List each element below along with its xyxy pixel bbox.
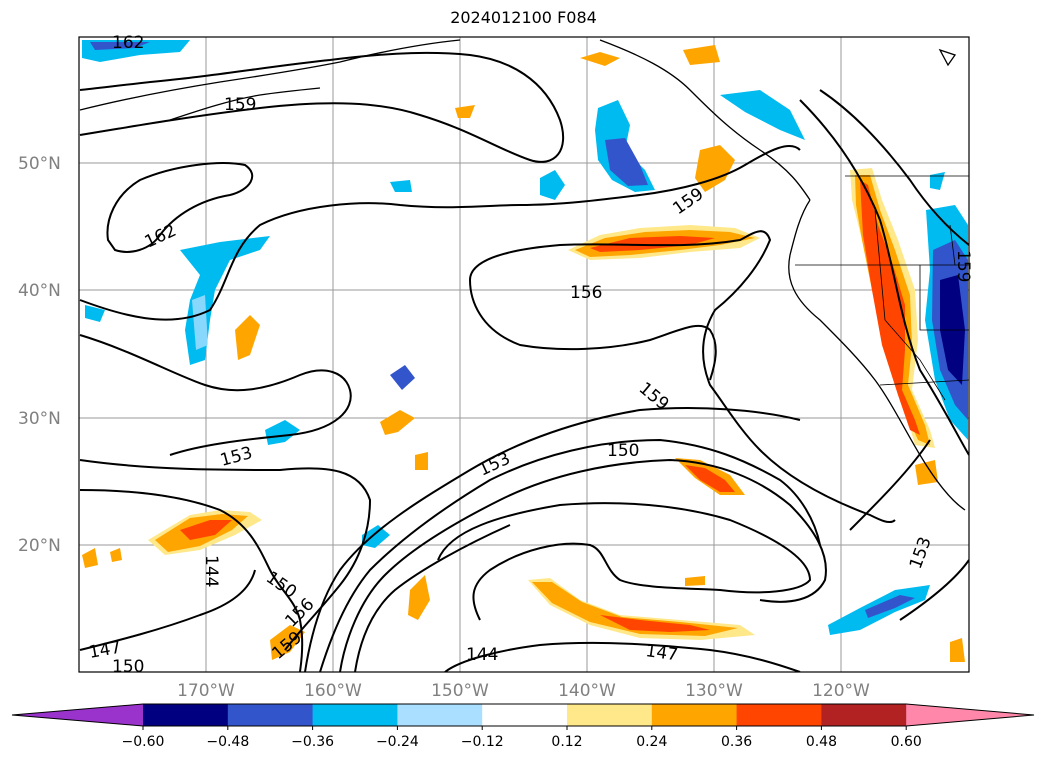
colorbar-segment [567, 704, 653, 726]
colorbar-tick-label: 0.36 [721, 734, 752, 750]
colorbar: −0.60 −0.48 −0.36 −0.24 −0.12 0.12 0.24 0.36 0.4… [11, 703, 1035, 750]
colorbar-segment [651, 704, 738, 726]
colorbar-tick-label: −0.12 [461, 734, 504, 750]
colorbar-tick-label: 0.60 [891, 734, 922, 750]
lon-label: 120°W [812, 681, 870, 701]
positive-shading [82, 45, 965, 662]
colorbar-extend-low [12, 704, 143, 726]
contour-label: 147 [644, 641, 679, 665]
map-area [79, 37, 969, 672]
colorbar-segment [821, 704, 907, 726]
lat-label: 20°N [18, 536, 61, 556]
contour-label: 162 [112, 33, 144, 53]
lon-label: 160°W [304, 681, 362, 701]
colorbar-segment [736, 704, 822, 726]
negative-shading [82, 40, 968, 635]
lon-label: 130°W [685, 681, 743, 701]
lat-label: 40°N [18, 281, 61, 301]
lon-label: 150°W [431, 681, 489, 701]
colorbar-segment [312, 704, 398, 726]
lat-label: 50°N [18, 154, 61, 174]
contour-label: 159 [224, 95, 256, 115]
contour-label: 159 [953, 250, 973, 282]
colorbar-tick-label: −0.24 [376, 734, 419, 750]
contour-label: 144 [201, 555, 221, 587]
contour-label: 144 [466, 645, 498, 665]
longitude-labels: 170°W 160°W 150°W 140°W 130°W 120°W [177, 681, 870, 701]
map-frame [78, 36, 970, 673]
lon-label: 140°W [558, 681, 616, 701]
colorbar-segment [227, 704, 314, 726]
latitude-labels: 50°N 40°N 30°N 20°N [18, 154, 61, 556]
contour-label: 156 [570, 283, 602, 303]
lat-label: 30°N [18, 409, 61, 429]
colorbar-extend-high [906, 704, 1034, 726]
map-title: 2024012100 F084 [450, 8, 597, 27]
colorbar-segment [143, 704, 229, 726]
colorbar-tick-label: −0.36 [291, 734, 334, 750]
contour-label: 150 [112, 657, 144, 677]
colorbar-tick-label: −0.48 [206, 734, 249, 750]
colorbar-tick-label: −0.60 [122, 734, 165, 750]
lon-label: 170°W [177, 681, 235, 701]
colorbar-segment [397, 704, 483, 726]
height-contours [79, 51, 969, 672]
coastlines [79, 39, 966, 511]
colorbar-segment [482, 704, 568, 726]
colorbar-tick-label: 0.48 [806, 734, 837, 750]
colorbar-tick-label: 0.24 [636, 734, 667, 750]
contour-label: 150 [607, 441, 639, 461]
graticule [79, 37, 969, 672]
colorbar-tick-label: 0.12 [551, 734, 582, 750]
